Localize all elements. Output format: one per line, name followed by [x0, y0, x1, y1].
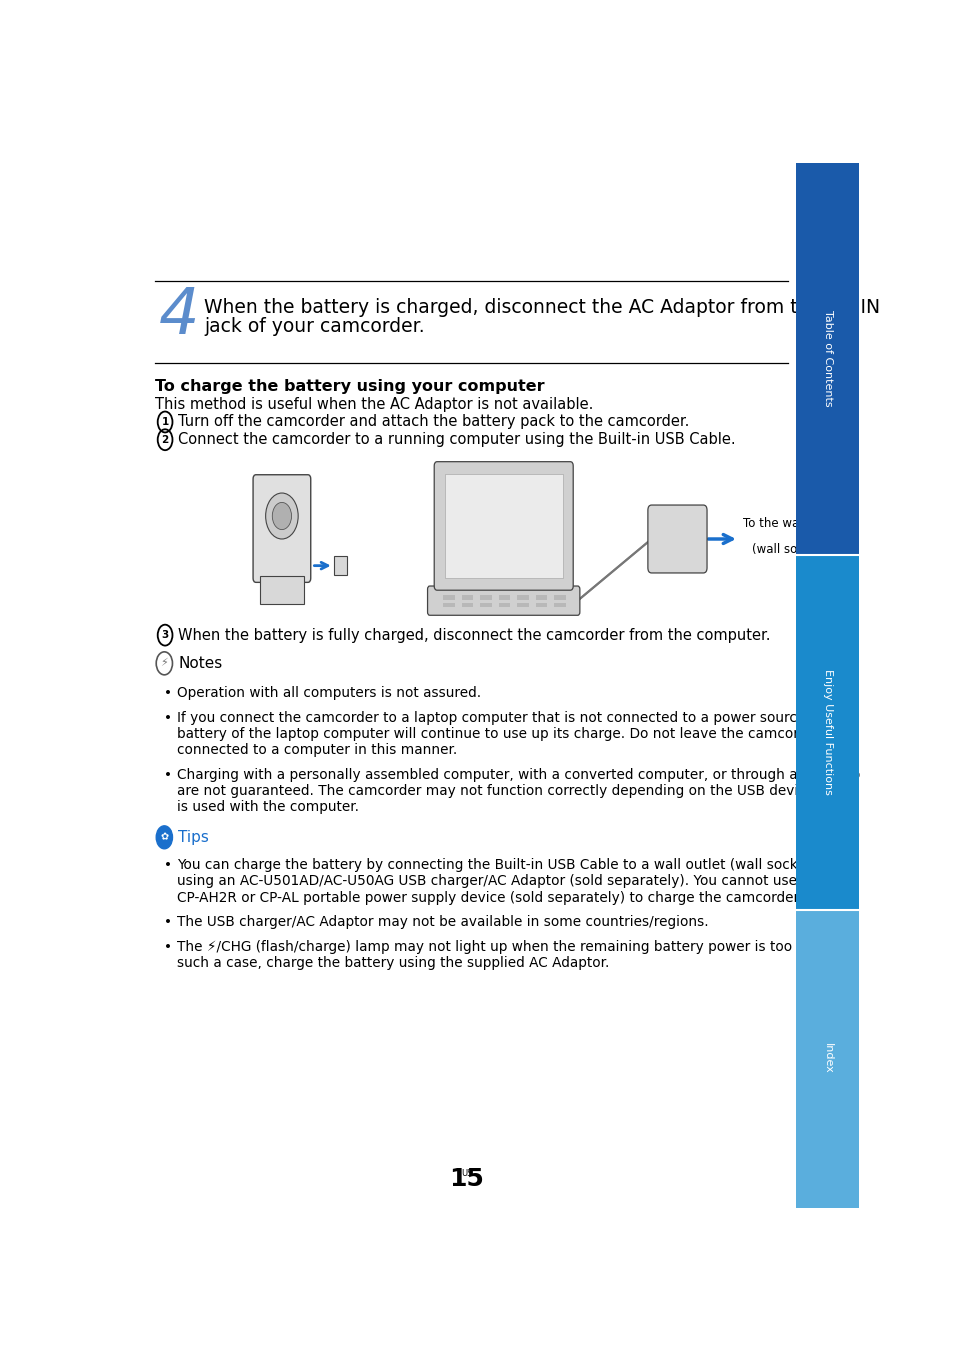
FancyBboxPatch shape: [253, 475, 311, 582]
Text: Table of Contents: Table of Contents: [821, 309, 832, 407]
Text: If you connect the camcorder to a laptop computer that is not connected to a pow: If you connect the camcorder to a laptop…: [176, 711, 836, 725]
FancyBboxPatch shape: [647, 505, 706, 573]
Bar: [517, 603, 528, 607]
Text: US: US: [460, 1170, 472, 1178]
Text: Notes: Notes: [178, 655, 222, 670]
Text: •: •: [164, 858, 172, 873]
Text: battery of the laptop computer will continue to use up its charge. Do not leave : battery of the laptop computer will cont…: [176, 727, 821, 741]
Text: 3: 3: [161, 630, 169, 641]
Text: (wall socket): (wall socket): [751, 543, 826, 556]
Text: using an AC-U501AD/AC-U50AG USB charger/AC Adaptor (sold separately). You cannot: using an AC-U501AD/AC-U50AG USB charger/…: [176, 874, 847, 889]
Bar: [535, 596, 547, 600]
Text: 2: 2: [161, 434, 169, 445]
Text: 15: 15: [449, 1167, 484, 1191]
Text: •: •: [164, 915, 172, 930]
Text: •: •: [164, 711, 172, 725]
Bar: [554, 603, 565, 607]
Text: Connect the camcorder to a running computer using the Built-in USB Cable.: Connect the camcorder to a running compu…: [178, 433, 736, 448]
Bar: [796, 163, 858, 555]
Circle shape: [156, 826, 172, 849]
Bar: [259, 577, 304, 604]
Text: Enjoy Useful Functions: Enjoy Useful Functions: [821, 669, 832, 795]
Bar: [498, 596, 510, 600]
Text: Operation with all computers is not assured.: Operation with all computers is not assu…: [176, 687, 480, 700]
Bar: [444, 474, 562, 578]
Text: The ⚡/CHG (flash/charge) lamp may not light up when the remaining battery power : The ⚡/CHG (flash/charge) lamp may not li…: [176, 939, 840, 954]
Text: such a case, charge the battery using the supplied AC Adaptor.: such a case, charge the battery using th…: [176, 955, 609, 970]
Text: When the battery is charged, disconnect the AC Adaptor from the DC IN: When the battery is charged, disconnect …: [204, 297, 880, 316]
Text: You can charge the battery by connecting the Built-in USB Cable to a wall outlet: You can charge the battery by connecting…: [176, 858, 816, 873]
Circle shape: [272, 502, 292, 529]
Bar: [442, 603, 455, 607]
Text: Turn off the camcorder and attach the battery pack to the camcorder.: Turn off the camcorder and attach the ba…: [178, 414, 689, 429]
Bar: [334, 556, 347, 575]
Text: Index: Index: [821, 1044, 832, 1073]
Bar: [498, 603, 510, 607]
Circle shape: [265, 493, 298, 539]
Text: To charge the battery using your computer: To charge the battery using your compute…: [154, 379, 544, 394]
Text: •: •: [164, 768, 172, 782]
Text: are not guaranteed. The camcorder may not function correctly depending on the US: are not guaranteed. The camcorder may no…: [176, 784, 858, 798]
Bar: [461, 603, 473, 607]
Text: To the wall outlet: To the wall outlet: [741, 517, 843, 529]
Text: When the battery is fully charged, disconnect the camcorder from the computer.: When the battery is fully charged, disco…: [178, 628, 770, 643]
Text: is used with the computer.: is used with the computer.: [176, 801, 358, 814]
Text: Charging with a personally assembled computer, with a converted computer, or thr: Charging with a personally assembled com…: [176, 768, 860, 782]
Text: The USB charger/AC Adaptor may not be available in some countries/regions.: The USB charger/AC Adaptor may not be av…: [176, 915, 708, 930]
Text: Tips: Tips: [178, 830, 209, 845]
Bar: [479, 596, 492, 600]
Bar: [517, 596, 528, 600]
Bar: [479, 603, 492, 607]
FancyBboxPatch shape: [434, 461, 573, 590]
Text: 4: 4: [158, 285, 199, 347]
Bar: [796, 911, 858, 1208]
FancyBboxPatch shape: [427, 586, 579, 615]
Bar: [535, 603, 547, 607]
Text: CP-AH2R or CP-AL portable power supply device (sold separately) to charge the ca: CP-AH2R or CP-AL portable power supply d…: [176, 890, 801, 905]
Text: ✿: ✿: [160, 832, 169, 843]
Text: This method is useful when the AC Adaptor is not available.: This method is useful when the AC Adapto…: [154, 396, 593, 411]
Text: •: •: [164, 939, 172, 954]
Bar: [796, 555, 858, 911]
Text: jack of your camcorder.: jack of your camcorder.: [204, 318, 424, 337]
Text: ⚡: ⚡: [160, 658, 168, 669]
Bar: [554, 596, 565, 600]
Bar: [461, 596, 473, 600]
Text: •: •: [164, 687, 172, 700]
Bar: [442, 596, 455, 600]
Text: 1: 1: [161, 417, 169, 427]
Text: connected to a computer in this manner.: connected to a computer in this manner.: [176, 744, 456, 757]
